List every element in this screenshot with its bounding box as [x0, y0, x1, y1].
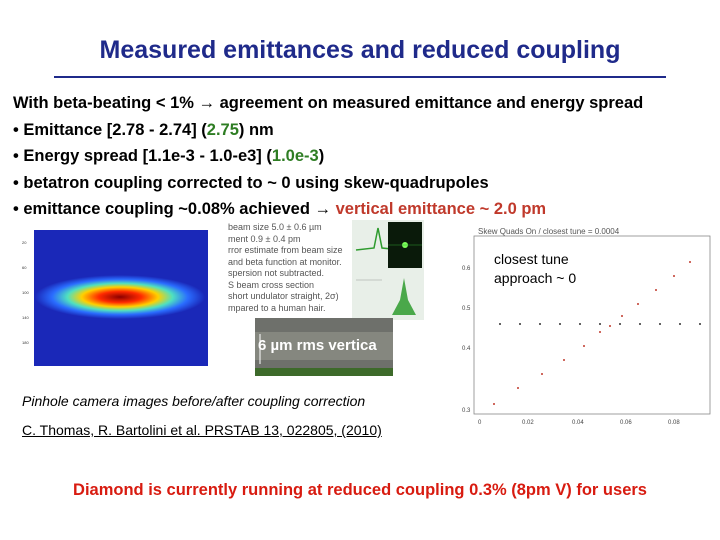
svg-text:180: 180: [22, 340, 29, 345]
energy-spread-bullet: • Energy spread [1.1e-3 - 1.0-e3] (1.0e-…: [13, 147, 325, 165]
slide-title: Measured emittances and reduced coupling: [99, 36, 621, 64]
figure-caption: Pinhole camera images before/after coupl…: [22, 393, 366, 409]
coupling-bullet: • betatron coupling corrected to ~ 0 usi…: [13, 173, 489, 192]
x-tick: 0.06: [620, 420, 632, 426]
note-line: spersion not subtracted.: [228, 268, 325, 278]
y-tick: 0.3: [462, 408, 471, 414]
title-underline: [54, 76, 666, 78]
tune-annotation: closest tune approach ~ 0: [494, 250, 602, 288]
note-line: S beam cross section: [228, 279, 315, 290]
streak-image: [255, 318, 393, 376]
svg-text:60: 60: [22, 265, 27, 270]
note-line: short undulator straight, 2σ): [228, 291, 339, 301]
x-tick: 0.02: [522, 420, 534, 426]
svg-text:20: 20: [22, 240, 27, 245]
footer-statement: Diamond is currently running at reduced …: [73, 481, 647, 499]
note-line: beam size 5.0 ± 0.6 µm: [228, 222, 322, 232]
note-line: ment 0.9 ± 0.4 pm: [228, 233, 301, 244]
emittance-coupling-bullet: • emittance coupling ~0.08% achieved → v…: [13, 200, 547, 218]
pinhole-camera-image: 20 60 100 140 180: [20, 224, 210, 374]
hair-comparison-image: [255, 318, 393, 376]
x-tick: 0.04: [572, 420, 584, 426]
hair-size-label: 6 µm rms vertica: [258, 337, 377, 354]
emittance-bullet: • Emittance [2.78 - 2.74] (2.75) nm: [13, 120, 274, 139]
y-tick: 0.5: [462, 306, 471, 312]
scan-plot-title: Skew Quads On / closest tune = 0.0004: [478, 227, 620, 236]
note-line: mpared to a human hair.: [228, 302, 326, 313]
figure-notes-panel: beam size 5.0 ± 0.6 µm ment 0.9 ± 0.4 pm…: [228, 222, 353, 317]
note-line: and beta function at monitor.: [228, 256, 342, 267]
x-tick: 0.08: [668, 420, 680, 426]
profile-plots-image: [352, 220, 424, 320]
reference-link[interactable]: C. Thomas, R. Bartolini et al. PRSTAB 13…: [22, 422, 382, 438]
profile-plots: [352, 220, 424, 320]
svg-text:100: 100: [22, 290, 29, 295]
intro-line: With beta-beating < 1% → agreement on me…: [13, 94, 644, 112]
svg-text:140: 140: [22, 315, 29, 320]
note-line: rror estimate from beam size: [228, 245, 343, 255]
beam-spot-image: 20 60 100 140 180: [22, 230, 208, 366]
x-tick: 0: [478, 420, 482, 426]
y-tick: 0.4: [462, 346, 471, 352]
bullet-list: With beta-beating < 1% → agreement on me…: [13, 92, 713, 225]
y-tick: 0.6: [462, 266, 471, 272]
